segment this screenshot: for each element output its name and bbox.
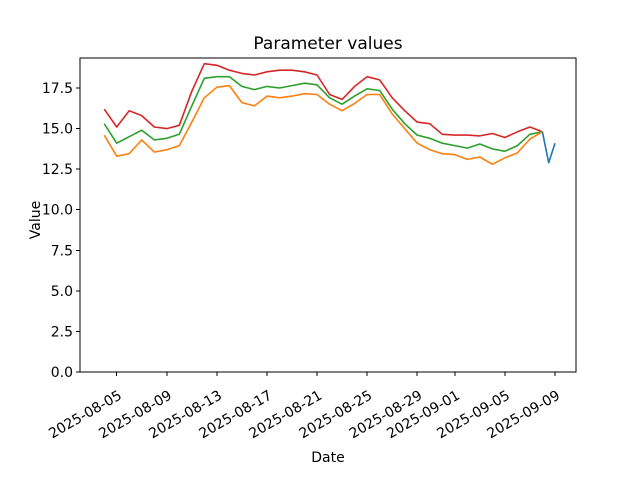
x-axis-ticks: 2025-08-052025-08-092025-08-132025-08-17…: [46, 372, 563, 442]
y-axis-ticks: 0.0 2.5 5.0 7.5 10.0 12.5 15.0 17.5: [42, 81, 80, 381]
series-lines: [103, 62, 556, 166]
axes-spines: [79, 57, 577, 373]
y-tick-label: 15.0: [42, 122, 73, 138]
y-axis-label: Value: [28, 201, 44, 239]
y-tick-label: 2.5: [51, 324, 73, 340]
y-tick-label: 12.5: [42, 162, 73, 178]
y-tick-label: 10.0: [42, 203, 73, 219]
series-line-blue-series: [541, 131, 556, 164]
y-tick-label: 0.0: [51, 365, 73, 381]
plot-area: [80, 58, 576, 372]
series-line-red-series: [103, 62, 543, 139]
y-tick-label: 17.5: [42, 81, 73, 97]
x-axis-label: Date: [311, 450, 344, 466]
series-line-green-series: [103, 75, 543, 153]
chart-title: Parameter values: [253, 34, 402, 54]
y-tick-label: 5.0: [51, 284, 73, 300]
series-line-orange-series: [103, 84, 543, 166]
y-tick-label: 7.5: [51, 243, 73, 259]
